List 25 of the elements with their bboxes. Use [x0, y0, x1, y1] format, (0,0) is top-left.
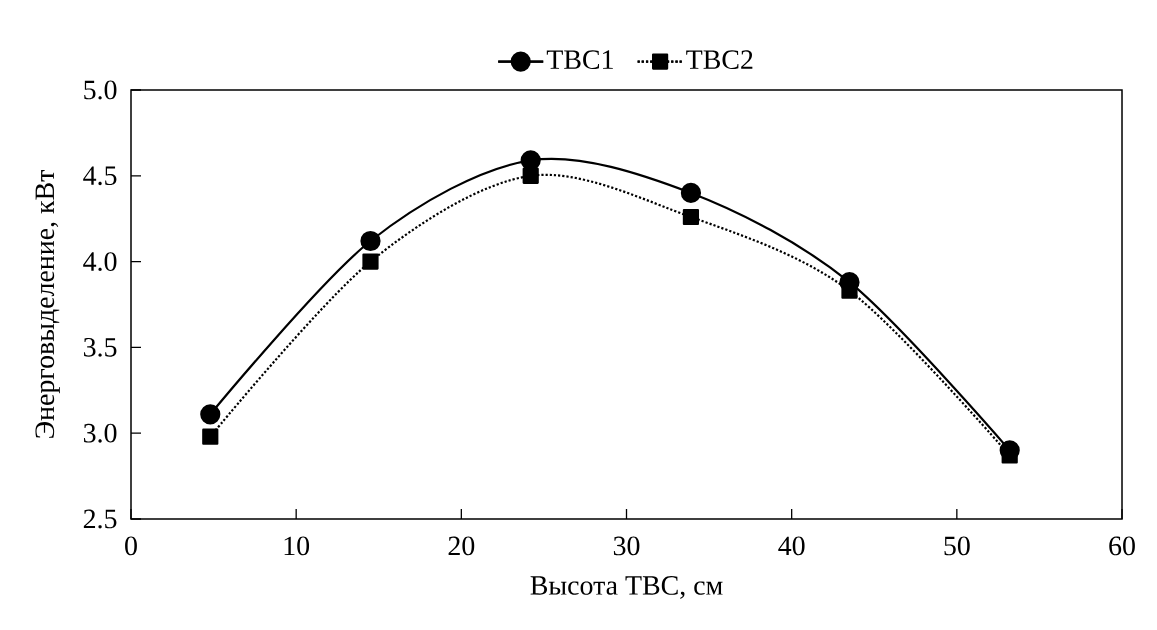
y-tick-label: 4.0 — [83, 252, 117, 272]
x-tick-label: 10 — [284, 536, 310, 556]
y-axis-title: Энерговыделение, кВт — [35, 170, 60, 438]
point — [360, 230, 381, 252]
point — [522, 167, 539, 184]
y-tick-label: 3.5 — [83, 337, 117, 357]
legend-label: ТВС2 — [686, 50, 753, 70]
point — [202, 428, 219, 445]
y-tick-label: 5.0 — [84, 80, 117, 100]
x-tick-label: 30 — [613, 536, 640, 556]
point — [200, 404, 221, 425]
point — [682, 208, 700, 226]
y-tick-label: 4.5 — [83, 166, 117, 186]
point — [362, 253, 379, 270]
x-tick-label: 40 — [778, 536, 805, 556]
x-tick-label: 20 — [448, 536, 475, 556]
point — [520, 150, 541, 171]
x-tick-label: 50 — [944, 536, 970, 556]
x-tick-label: 0 — [125, 536, 137, 556]
point — [680, 182, 702, 204]
legend-label: ТВС1 — [546, 50, 613, 70]
x-tick-label: 60 — [1109, 536, 1135, 556]
x-axis-title: Высота ТВС, см — [530, 576, 723, 599]
y-tick-label: 3.0 — [83, 423, 117, 443]
y-tick-label: 2.5 — [83, 509, 117, 529]
